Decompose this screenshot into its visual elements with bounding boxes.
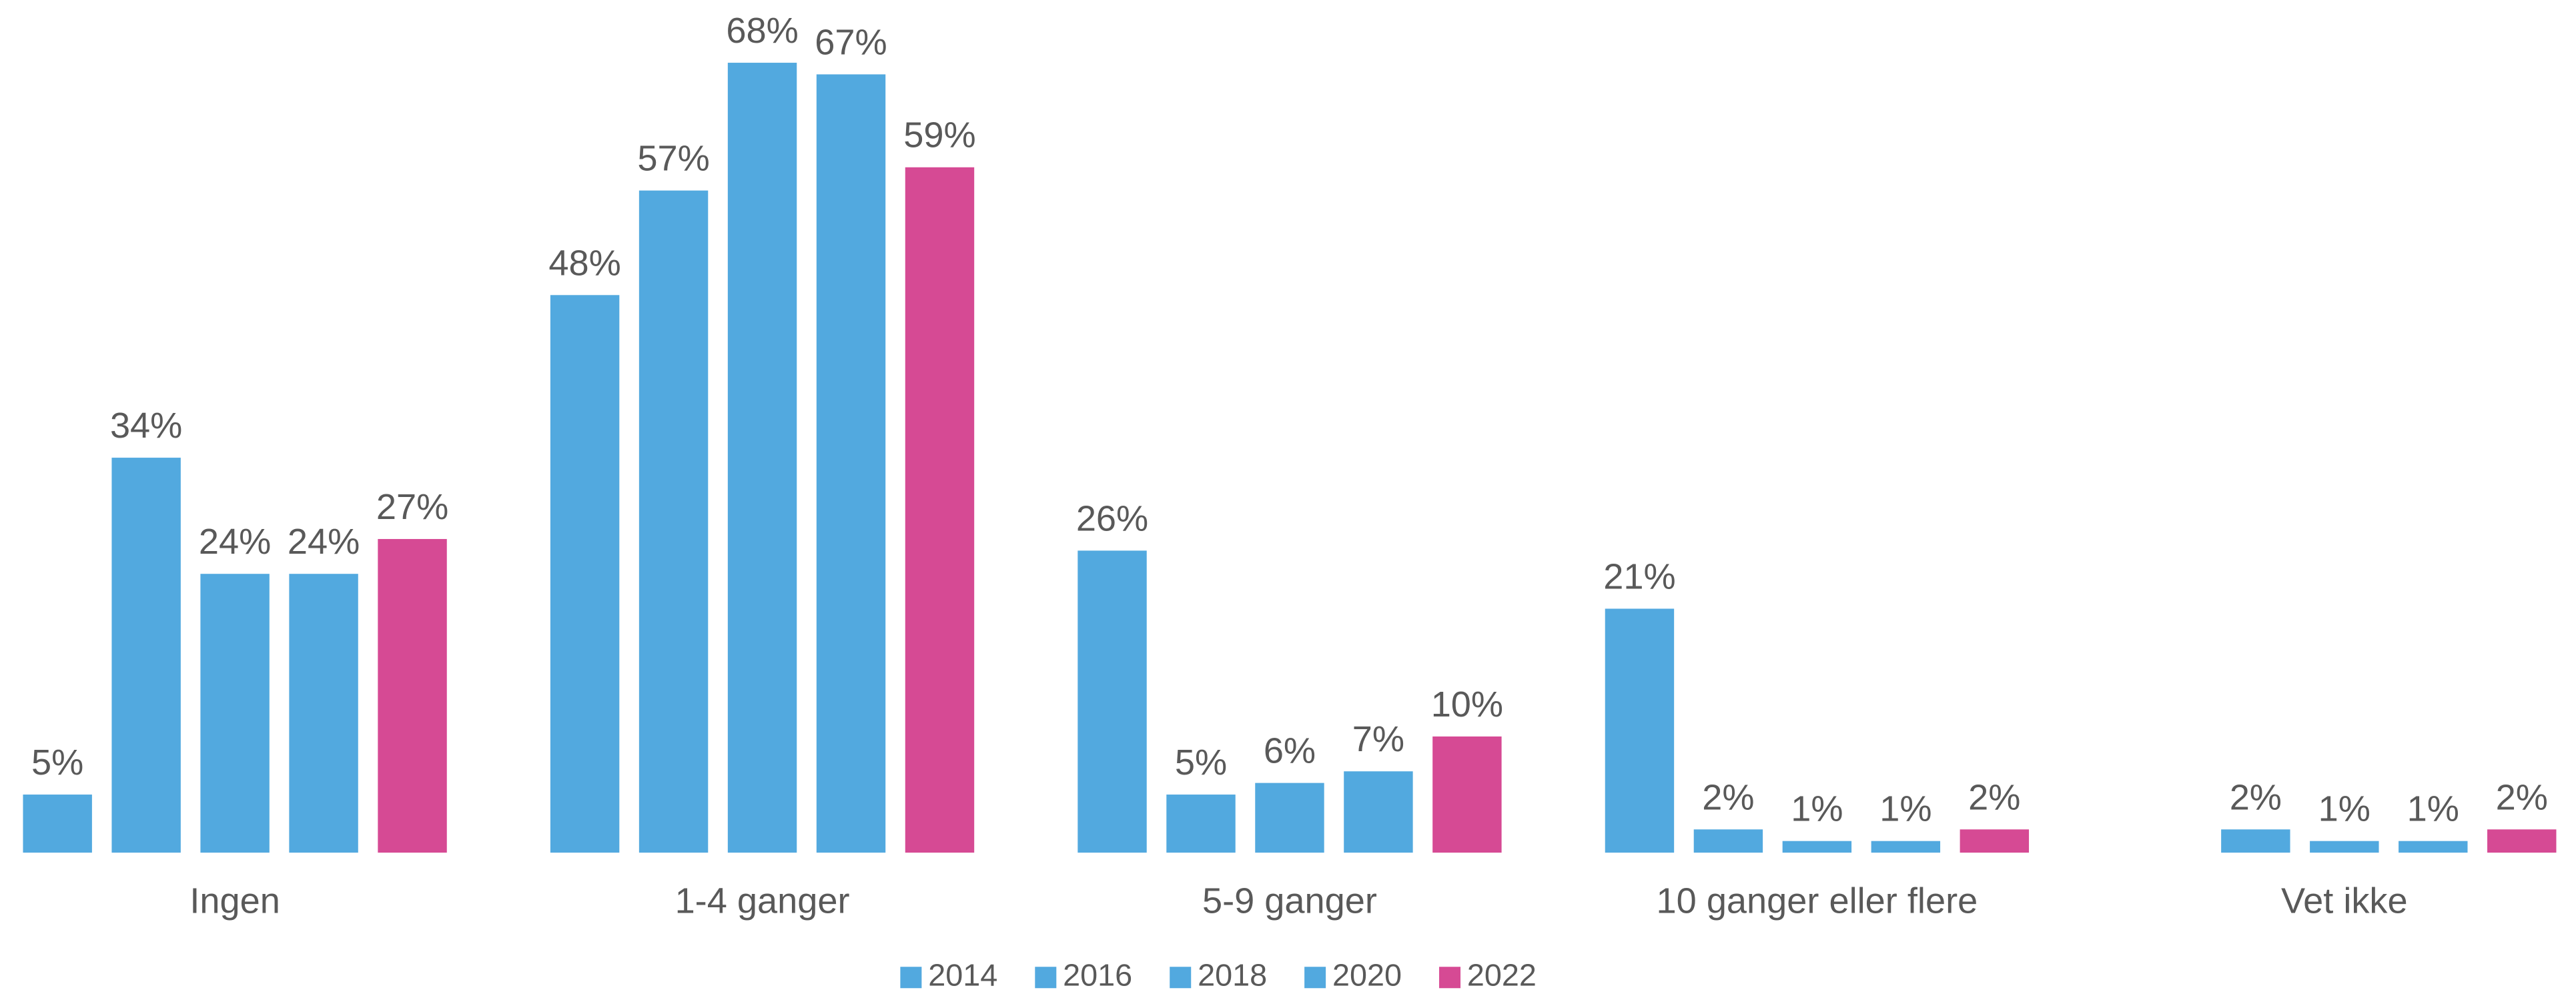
data-label: 34%	[110, 406, 182, 446]
legend-label: 2014	[928, 958, 997, 993]
x-tick-label: Ingen	[189, 881, 280, 921]
legend-swatch	[1439, 967, 1461, 989]
data-label: 7%	[1352, 719, 1404, 759]
data-label: 67%	[815, 22, 887, 62]
legend-label: 2016	[1063, 958, 1132, 993]
bar	[111, 458, 181, 853]
legend-swatch	[1035, 967, 1057, 989]
x-tick-label: 10 ganger eller flere	[1657, 881, 1978, 921]
bar	[378, 538, 447, 853]
bar	[2310, 841, 2379, 853]
data-label: 57%	[637, 139, 709, 179]
legend-label: 2020	[1332, 958, 1402, 993]
data-label: 1%	[1879, 789, 1931, 829]
data-label: 6%	[1264, 731, 1316, 771]
bar	[1078, 550, 1147, 853]
data-label: 5%	[1175, 742, 1227, 783]
data-label: 1%	[2318, 789, 2371, 829]
bar	[905, 167, 975, 853]
legend-swatch	[1170, 967, 1192, 989]
data-label: 24%	[199, 522, 271, 562]
data-label: 5%	[31, 742, 83, 783]
bar	[1166, 795, 1236, 853]
bar	[23, 795, 92, 853]
data-label: 27%	[376, 487, 448, 527]
data-label: 2%	[1968, 777, 2020, 817]
bar	[1782, 841, 1852, 853]
data-label: 48%	[548, 243, 620, 283]
bar	[1255, 783, 1324, 853]
data-label: 10%	[1431, 684, 1503, 724]
bar	[550, 295, 620, 853]
data-label: 26%	[1076, 498, 1148, 538]
data-label: 21%	[1603, 556, 1675, 596]
legend-label: 2022	[1467, 958, 1537, 993]
bar	[1344, 771, 1413, 853]
bar	[2399, 841, 2468, 853]
legend-swatch	[1304, 967, 1326, 989]
legend-label: 2018	[1198, 958, 1267, 993]
bar	[816, 74, 886, 853]
data-label: 24%	[288, 522, 360, 562]
data-label: 2%	[1702, 777, 1754, 817]
bar	[638, 190, 709, 853]
bar	[2487, 829, 2557, 853]
bar	[289, 574, 358, 853]
data-label: 68%	[726, 11, 798, 51]
data-label: 1%	[1791, 789, 1843, 829]
bar	[2221, 829, 2290, 853]
bar	[1432, 736, 1502, 853]
x-tick-label: Vet ikke	[2281, 881, 2408, 921]
bar	[1605, 608, 1675, 853]
data-label: 2%	[2496, 777, 2548, 817]
bar	[1693, 829, 1763, 853]
data-label: 2%	[2230, 777, 2282, 817]
bar	[200, 574, 270, 853]
x-tick-label: 5-9 ganger	[1202, 881, 1377, 921]
bar	[727, 63, 797, 853]
x-tick-label: 1-4 ganger	[675, 881, 850, 921]
bar	[1960, 829, 2030, 853]
bar	[1871, 841, 1941, 853]
data-label: 59%	[903, 115, 975, 155]
data-label: 1%	[2407, 789, 2459, 829]
legend-swatch	[900, 967, 922, 989]
